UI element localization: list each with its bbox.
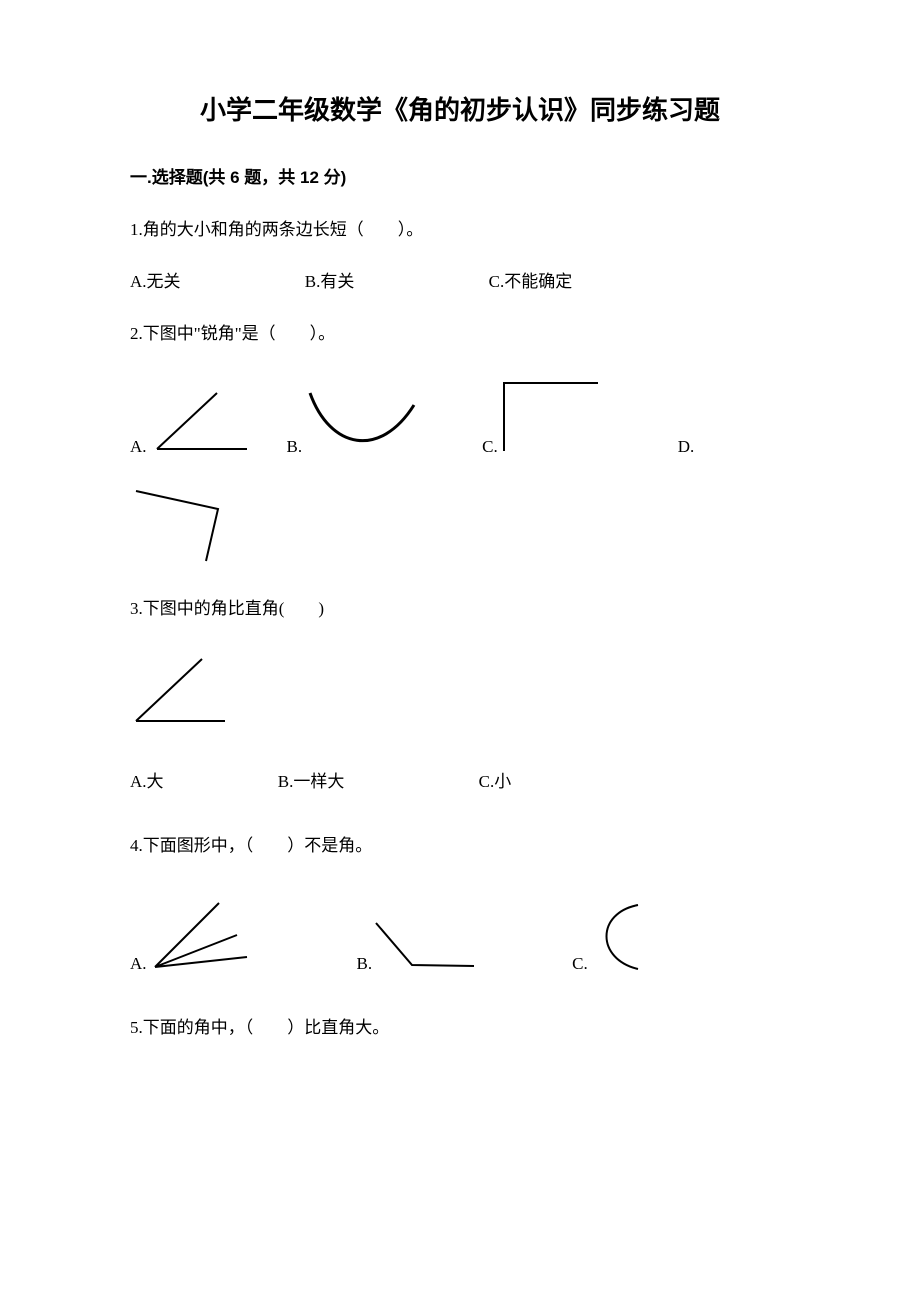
q2-label-d: D. [678,437,695,457]
acute-angle-icon [130,653,240,728]
q3-opt-b: B.一样大 [278,767,345,792]
q4-fig-b: B. [357,919,483,974]
q2-fig-d [130,481,790,571]
q2-fig-c: C. [482,377,608,457]
q3-figure [130,653,790,733]
q4-fig-c: C. [572,899,648,974]
q2-figures-row1: A. B. C. D. [130,377,790,457]
q2-label-a: A. [130,437,147,457]
q1-opt-a: A.无关 [130,267,181,292]
q2-label-c: C. [482,437,498,457]
q4-figures: A. B. C. [130,899,790,974]
obtuse-bent-line-icon [130,481,250,566]
q2-text: 2.下图中"锐角"是（ ）。 [130,320,790,347]
q1-opt-b: B.有关 [305,267,355,292]
q1-options: A.无关 B.有关 C.不能确定 [130,267,790,292]
q3-opt-a: A.大 [130,767,164,792]
q4-label-b: B. [357,954,373,974]
q3-opt-c: C.小 [479,767,512,792]
page-title: 小学二年级数学《角的初步认识》同步练习题 [130,90,790,127]
q2-fig-b: B. [287,387,423,457]
section-header: 一.选择题(共 6 题，共 12 分) [130,163,790,188]
q1-opt-c: C.不能确定 [489,267,573,292]
acute-angle-icon [147,387,257,457]
arc-open-right-icon [588,899,648,974]
q4-label-c: C. [572,954,588,974]
q3-text: 3.下图中的角比直角( ) [130,595,790,622]
angle-with-inner-ray-icon [147,899,257,974]
q4-label-a: A. [130,954,147,974]
right-angle-icon [498,377,608,457]
q3-options: A.大 B.一样大 C.小 [130,767,790,792]
q2-fig-a: A. [130,387,257,457]
curve-open-icon [302,387,422,457]
q4-text: 4.下面图形中，（ ）不是角。 [130,832,790,859]
q2-fig-d-label: D. [678,437,695,457]
q4-fig-a: A. [130,899,257,974]
q2-label-b: B. [287,437,303,457]
q1-text: 1.角的大小和角的两条边长短（ ）。 [130,216,790,243]
q5-text: 5.下面的角中，（ ）比直角大。 [130,1014,790,1041]
obtuse-angle-icon [372,919,482,974]
